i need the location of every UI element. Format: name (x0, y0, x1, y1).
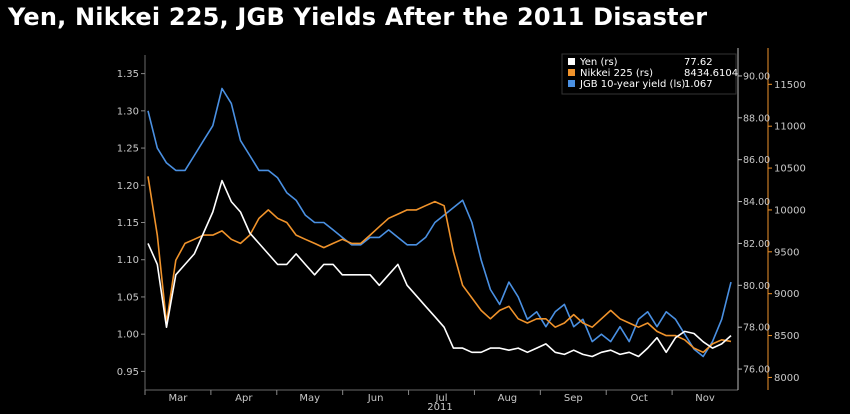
series-line-yen-rs (147, 179, 732, 358)
legend-swatch (568, 80, 575, 87)
month-label: Nov (695, 393, 715, 404)
jgb-axis-ticks: 1.35 1.30 1.25 1.20 1.15 1.10 1.05 1.00 0.95 (117, 69, 145, 378)
nikkei-tick-label: 8500 (774, 331, 799, 342)
yen-tick-label: 90.00 (743, 71, 770, 82)
month-label: Jun (367, 393, 384, 404)
yen-tick-label: 82.00 (743, 239, 770, 250)
nikkei-tick-label: 10000 (774, 205, 806, 216)
nikkei-tick-label: 9500 (774, 247, 799, 258)
yen-tick-label: 88.00 (743, 113, 770, 124)
jgb-tick-label: 1.20 (117, 181, 139, 192)
series-layer (147, 87, 732, 358)
month-label: May (299, 393, 320, 404)
legend: Yen (rs) 77.62 Nikkei 225 (rs) 8434.6104JGB… (561, 53, 738, 95)
legend-series-name: Yen (rs) (579, 57, 618, 68)
nikkei-tick-label: 11000 (774, 122, 806, 133)
month-label: Oct (631, 393, 648, 404)
legend-series-name: Nikkei 225 (rs) (580, 68, 653, 79)
nikkei-tick-label: 9000 (774, 289, 799, 300)
series-line-nikkei-225-rs (147, 176, 732, 354)
month-label: Sep (564, 393, 583, 404)
yen-tick-label: 84.00 (743, 197, 770, 208)
chart-title: Yen, Nikkei 225, JGB Yields After the 20… (8, 3, 708, 31)
year-label: 2011 (427, 402, 452, 413)
legend-swatch (568, 58, 575, 65)
yen-axis-ticks: 90.00 88.00 86.00 84.00 82.00 80.00 78.00 76.00 (738, 71, 770, 376)
month-label: Apr (235, 393, 253, 404)
nikkei-tick-label: 11500 (774, 80, 806, 91)
jgb-tick-label: 1.35 (117, 69, 139, 80)
month-label: Jul (434, 393, 447, 404)
jgb-tick-label: 1.30 (117, 106, 139, 117)
yen-tick-label: 78.00 (743, 323, 770, 334)
series-line-jgb-10-year-yield-ls (147, 87, 732, 358)
jgb-tick-label: 1.15 (117, 218, 139, 229)
legend-box (561, 53, 737, 95)
month-label: Mar (169, 393, 189, 404)
jgb-tick-label: 0.95 (117, 367, 139, 378)
yen-tick-label: 80.00 (743, 281, 770, 292)
legend-series-name: JGB 10-year yield (ls) (579, 79, 685, 90)
jgb-tick-label: 1.10 (117, 255, 139, 266)
jgb-tick-label: 1.05 (117, 292, 139, 303)
jgb-tick-label: 1.00 (117, 330, 139, 341)
legend-last-value: 77.62 (684, 57, 713, 68)
month-label: Aug (498, 393, 518, 404)
legend-last-value: 1.067 (684, 79, 713, 90)
jgb-tick-label: 1.25 (117, 144, 139, 155)
legend-last-value: 8434.6104 (684, 68, 738, 79)
yen-tick-label: 76.00 (743, 365, 770, 376)
month-axis-ticks: Mar Apr May Jun Jul Aug Sep Oct Nov (144, 390, 715, 404)
nikkei-axis-ticks: 11500 11000 10500 10000 9500 9000 8500 8000 (768, 80, 806, 384)
nikkei-tick-label: 10500 (774, 164, 806, 175)
yen-tick-label: 86.00 (743, 155, 770, 166)
nikkei-tick-label: 8000 (774, 373, 799, 384)
legend-swatch (568, 69, 575, 76)
